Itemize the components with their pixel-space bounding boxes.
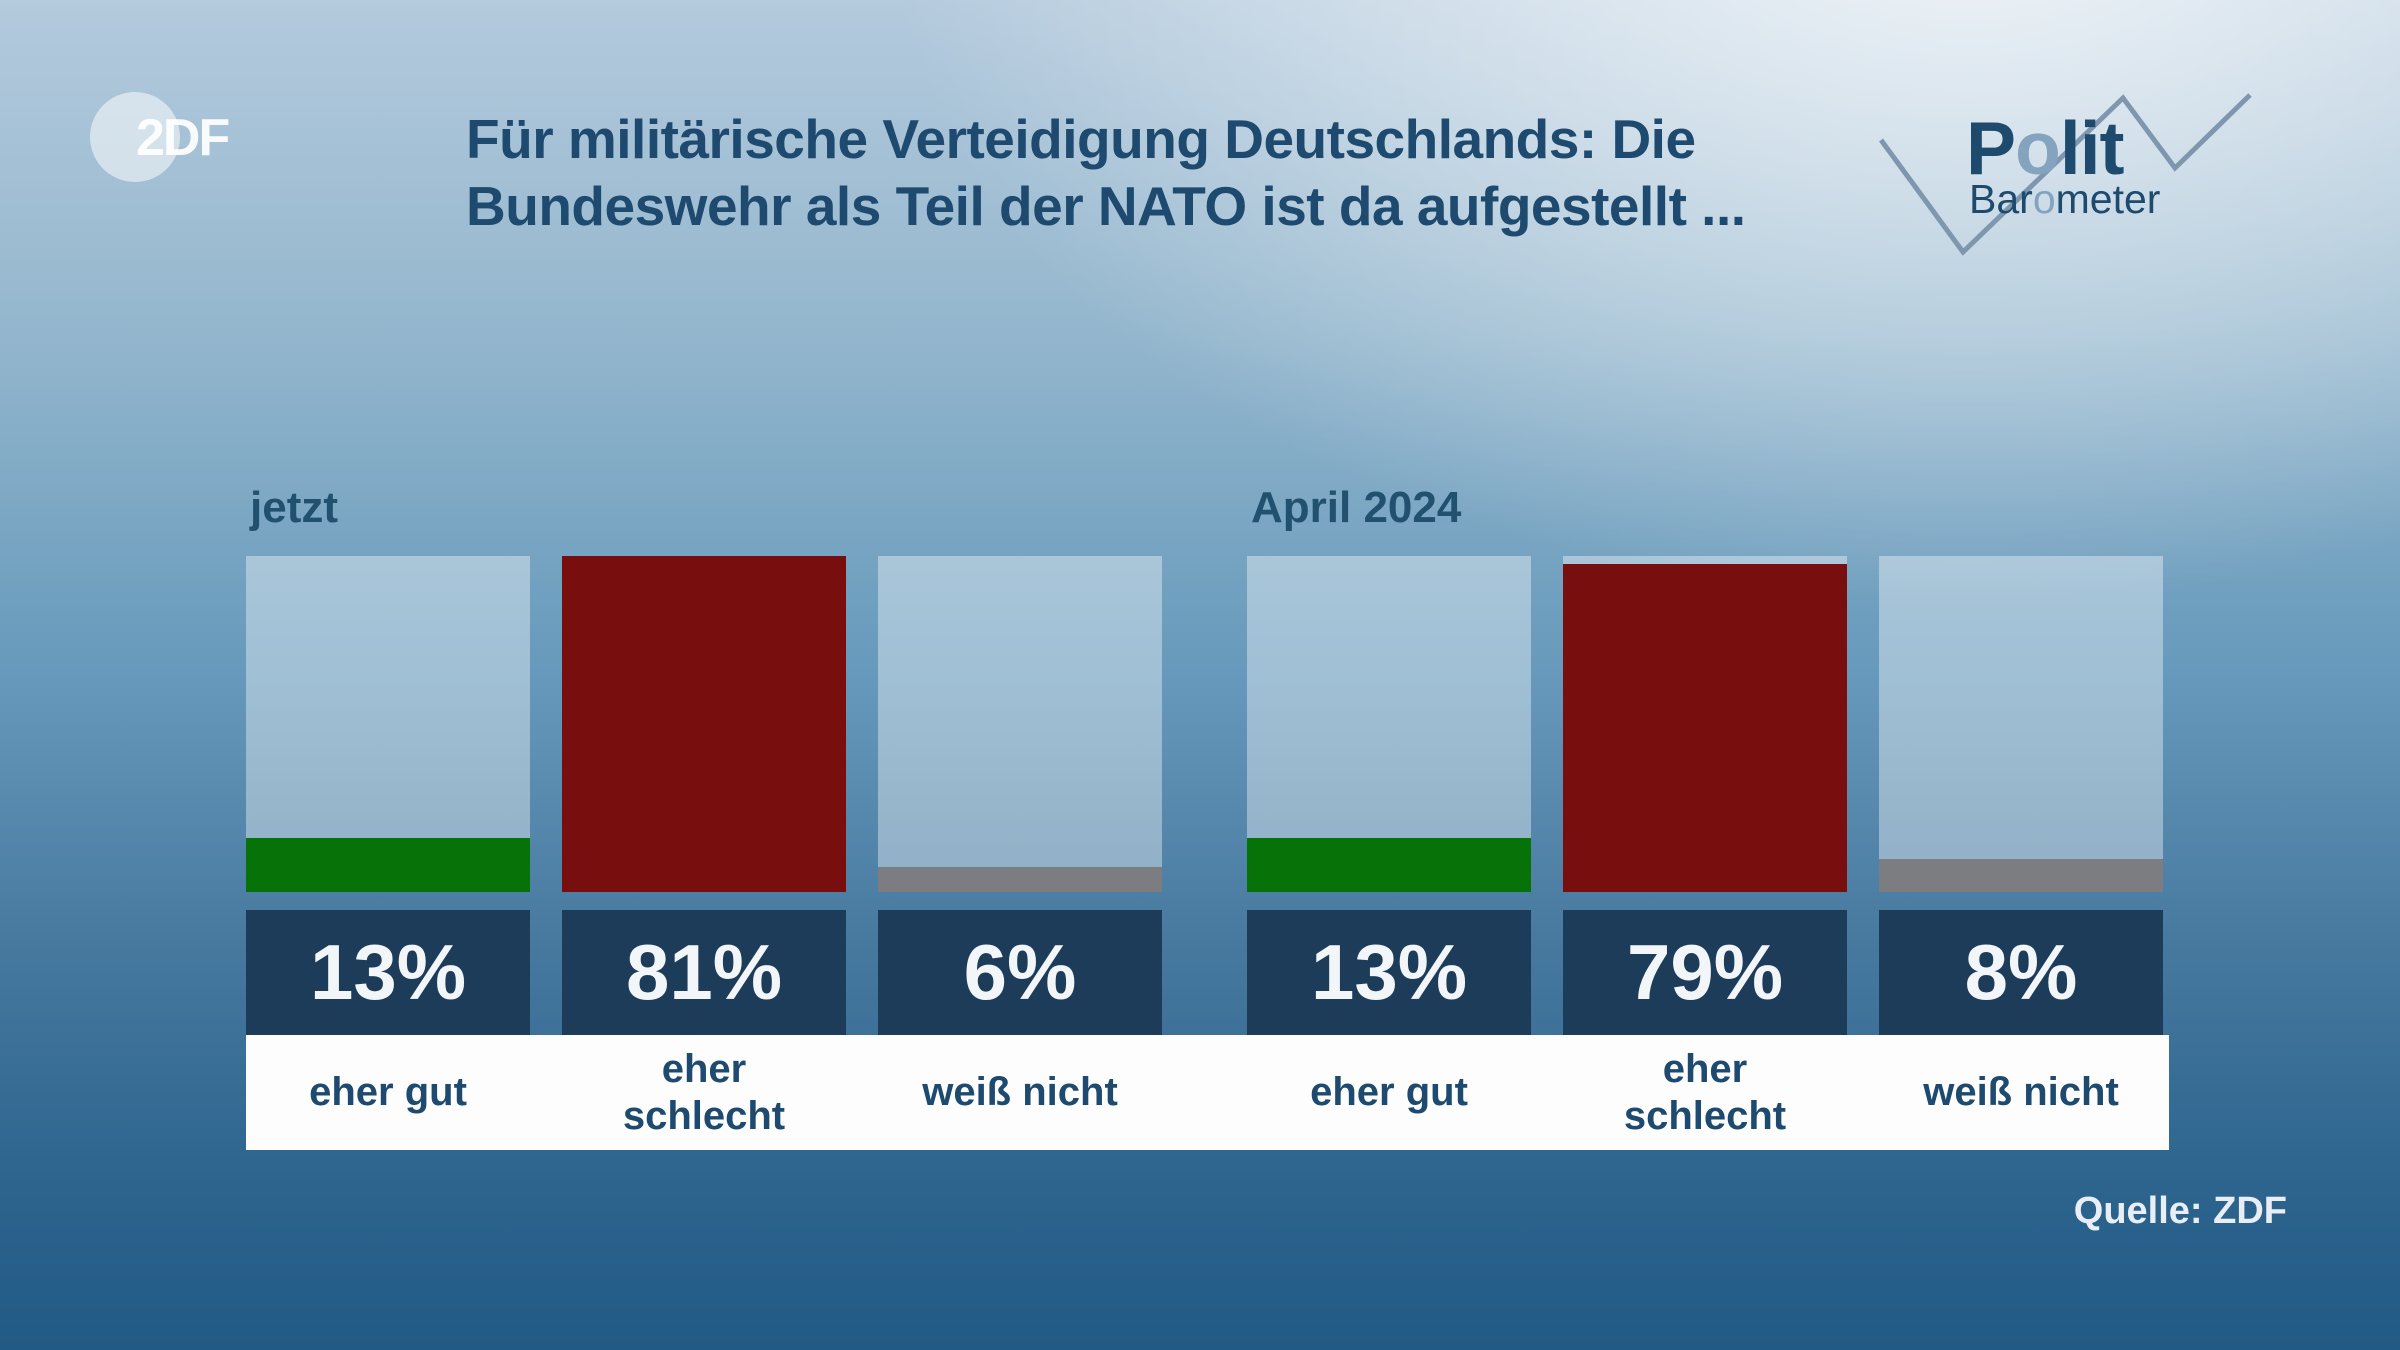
category-label-jetzt-weiss-nicht: weiß nicht bbox=[878, 1035, 1162, 1150]
category-label-text-jetzt-weiss-nicht: weiß nicht bbox=[922, 1070, 1118, 1114]
zdf-logo-text: 2DF bbox=[136, 109, 230, 167]
bar-fill-april-2024-eher-schlecht bbox=[1563, 564, 1847, 892]
bar-fill-april-2024-eher-gut bbox=[1247, 838, 1531, 892]
category-label-jetzt-eher-schlecht: eher schlecht bbox=[562, 1035, 846, 1150]
politbarometer-word1: Polit bbox=[1966, 111, 2125, 186]
category-label-text-april-2024-eher-gut: eher gut bbox=[1310, 1070, 1468, 1114]
pb-w2-prefix: Bar bbox=[1969, 176, 2033, 222]
value-label-jetzt-weiss-nicht: 6% bbox=[878, 910, 1162, 1035]
pb-w1-suffix: lit bbox=[2059, 106, 2125, 190]
politbarometer-logo: Polit Barometer bbox=[1855, 78, 2295, 278]
category-label-text-april-2024-weiss-nicht: weiß nicht bbox=[1923, 1070, 2119, 1114]
politbarometer-word2: Barometer bbox=[1969, 179, 2160, 220]
bar-fill-jetzt-weiss-nicht bbox=[878, 867, 1162, 892]
category-label-april-2024-weiss-nicht: weiß nicht bbox=[1879, 1035, 2163, 1150]
bar-fill-april-2024-weiss-nicht bbox=[1879, 858, 2163, 892]
barometer-zigzag-icon bbox=[1878, 93, 2252, 256]
bar-fill-jetzt-eher-gut bbox=[246, 838, 530, 892]
pb-w1-accent: o bbox=[2015, 106, 2061, 190]
bar-track-jetzt-eher-schlecht bbox=[562, 556, 846, 892]
source-credit: Quelle: ZDF bbox=[2073, 1190, 2287, 1232]
category-label-april-2024-eher-gut: eher gut bbox=[1247, 1035, 1531, 1150]
group-label-jetzt: jetzt bbox=[250, 483, 338, 532]
pb-w2-suffix: meter bbox=[2055, 176, 2161, 222]
bar-track-jetzt-weiss-nicht bbox=[878, 556, 1162, 892]
bar-track-april-2024-weiss-nicht bbox=[1879, 556, 2163, 892]
bar-fill-jetzt-eher-schlecht bbox=[562, 556, 846, 892]
page-title: Für militärische Verteidigung Deutschlan… bbox=[466, 106, 1746, 240]
pb-w2-accent: o bbox=[2032, 176, 2056, 222]
category-label-april-2024-eher-schlecht: eher schlecht bbox=[1563, 1035, 1847, 1150]
category-label-band bbox=[246, 1035, 2169, 1150]
category-label-text-jetzt-eher-schlecht: eher schlecht bbox=[622, 1046, 786, 1138]
value-label-april-2024-eher-schlecht: 79% bbox=[1563, 910, 1847, 1035]
value-label-april-2024-eher-gut: 13% bbox=[1247, 910, 1531, 1035]
value-label-april-2024-weiss-nicht: 8% bbox=[1879, 910, 2163, 1035]
bar-track-jetzt-eher-gut bbox=[246, 556, 530, 892]
bar-track-april-2024-eher-gut bbox=[1247, 556, 1531, 892]
bar-track-april-2024-eher-schlecht bbox=[1563, 556, 1847, 892]
pb-w1-prefix: P bbox=[1966, 106, 2016, 190]
zdf-logo: 2DF bbox=[90, 92, 320, 192]
zdf-logo-circle-icon bbox=[90, 92, 180, 182]
title-line-1: Für militärische Verteidigung Deutschlan… bbox=[466, 108, 1696, 170]
category-label-text-april-2024-eher-schlecht: eher schlecht bbox=[1623, 1046, 1787, 1138]
chart-area: jetzt April 2024 13% eher gut 81% eher schl… bbox=[246, 483, 2169, 1150]
category-label-text-jetzt-eher-gut: eher gut bbox=[309, 1070, 467, 1114]
group-label-april-2024: April 2024 bbox=[1251, 483, 1462, 532]
title-line-2: Bundeswehr als Teil der NATO ist da aufg… bbox=[466, 175, 1746, 237]
category-label-jetzt-eher-gut: eher gut bbox=[246, 1035, 530, 1150]
value-label-jetzt-eher-schlecht: 81% bbox=[562, 910, 846, 1035]
value-label-jetzt-eher-gut: 13% bbox=[246, 910, 530, 1035]
